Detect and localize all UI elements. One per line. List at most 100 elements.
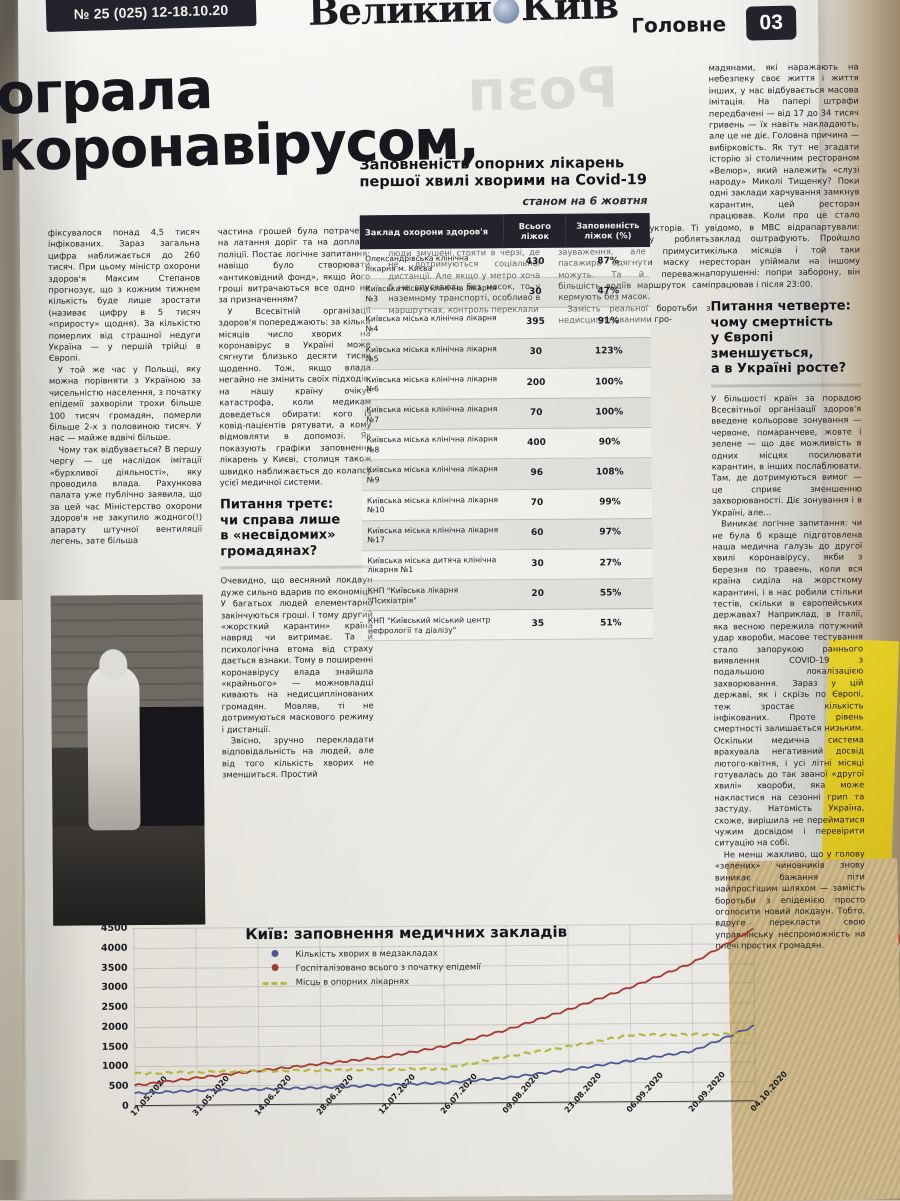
chart-plot-area: 0 500 1000 1500 2000 2500 3000 3500 4000 4500 17.0…: [101, 923, 789, 1118]
chart-series-line: [134, 1031, 755, 1076]
table-row: КНП "Київська лікарня "Психіатрія" 20 55%: [362, 578, 653, 612]
cell-facility: Київська міська клінічна лікарня №9: [361, 458, 506, 491]
paragraph: У більшості країн за порадою Всесвітньої…: [711, 392, 862, 518]
paragraph: Чому так відбувається? В першу чергу — ц…: [49, 443, 203, 546]
page-edge-strip: [0, 600, 22, 1160]
chart-series-svg: [134, 927, 755, 1095]
cell-occupancy-pct: 90%: [567, 427, 652, 459]
cell-total-beds: 35: [506, 609, 570, 641]
chart-y-tick-label: 1500: [101, 1041, 129, 1053]
paragraph: Очевидно, що весняний локдаун дуже сильн…: [220, 574, 374, 735]
table-row: Київська міська клінічна лікарня №8 400 90…: [361, 427, 652, 461]
chart-y-tick-label: 3500: [101, 962, 128, 974]
cell-facility: Київська міська клінічна лікарня №10: [361, 489, 507, 521]
hospital-occupancy-table: Заклад охорони здоров'я Всього ліжок Зап…: [359, 213, 654, 642]
table-row: Київська міська клінічна лікарня №3 30 47%: [360, 276, 651, 310]
cell-occupancy-pct: 100%: [566, 367, 652, 399]
table-row: Олександрівська клінічна лікарня м. Києв…: [359, 247, 651, 280]
table-row: Київська міська клінічна лікарня №17 60 97…: [362, 518, 653, 551]
cell-occupancy-pct: 108%: [567, 457, 652, 489]
globe-icon: [492, 0, 520, 24]
text-column-5: мадянами, які наражають на небезпеку сво…: [709, 61, 866, 952]
cell-facility: КНП "Київський міський центр нефрології …: [362, 609, 508, 642]
table-row: Київська міська клінічна лікарня №9 96 108…: [361, 457, 652, 491]
cell-facility: Київська міська дитяча клінічна лікарня …: [362, 549, 507, 581]
brand-word-right: Київ: [520, 0, 619, 30]
chart-series-line: [134, 1024, 755, 1095]
cell-facility: Київська міська клінічна лікарня №3: [360, 277, 505, 310]
section-label: Головне: [631, 12, 727, 38]
paragraph: У той же час у Польщі, яку можна порівня…: [48, 363, 202, 444]
paragraph: Виникає логічне запитання: чи не була б …: [712, 517, 865, 849]
cell-facility: Київська міська клінічна лікарня №7: [361, 398, 506, 430]
page-number-badge: 03: [745, 5, 797, 41]
chart-y-tick-label: 2000: [101, 1021, 129, 1033]
cell-facility: Київська міська клінічна лікарня №6: [360, 368, 506, 400]
cell-facility: Олександрівська клінічна лікарня м. Києв…: [359, 248, 505, 280]
table-row: КНП "Київський міський центр нефрології …: [362, 608, 654, 642]
subheading-question-four: Питання четверте: чому смертність у Євро…: [710, 298, 851, 377]
cell-total-beds: 30: [504, 337, 567, 369]
cell-occupancy-pct: 97%: [568, 518, 653, 550]
cell-occupancy-pct: 55%: [568, 578, 653, 610]
cell-total-beds: 30: [506, 549, 569, 580]
cell-total-beds: 70: [505, 488, 569, 520]
table-subtitle: станом на 6 жовтня: [522, 194, 648, 209]
cell-total-beds: 96: [505, 458, 568, 490]
article-photo-medic-in-ppe: [50, 594, 206, 926]
table-row: Київська міська клінічна лікарня №6 200 10…: [360, 367, 652, 400]
chart-y-tick-label: 0: [122, 1100, 129, 1112]
table-row: Київська міська клінічна лікарня №5 30 123…: [360, 337, 651, 370]
table-row: Київська міська клінічна лікарня №4 395 91…: [360, 306, 651, 340]
cell-total-beds: 400: [505, 428, 568, 459]
cell-total-beds: 30: [504, 277, 567, 309]
divider: [220, 565, 373, 570]
col-header-facility: Заклад охорони здоров'я: [359, 214, 504, 250]
cell-total-beds: 70: [505, 398, 568, 429]
table-title: Заповненість опорних лікарень першої хви…: [359, 155, 647, 191]
text-column-2: частина грошей була потрачена на латання…: [218, 225, 374, 781]
cell-facility: Київська міська клінічна лікарня №5: [360, 338, 505, 370]
chart-y-tick-label: 4000: [100, 942, 128, 954]
subheading-question-three: Питання третє: чи справа лише в «несвідо…: [219, 496, 341, 560]
cell-occupancy-pct: 123%: [566, 337, 651, 368]
cell-facility: КНП "Київська лікарня "Психіатрія": [362, 579, 507, 612]
chart-series-line: [134, 927, 754, 1087]
cell-facility: Київська міська клінічна лікарня №17: [362, 519, 507, 551]
paragraph: Звісно, зручно перекладати відповідальні…: [221, 734, 375, 780]
paragraph: частина грошей була потрачена на латання…: [217, 225, 371, 305]
cell-occupancy-pct: 27%: [568, 548, 653, 580]
paragraph: мадянами, які наражають на небезпеку сво…: [708, 61, 861, 290]
cell-occupancy-pct: 99%: [567, 488, 653, 519]
newspaper-title: Великий Київ: [307, 0, 619, 34]
chart-y-tick-label: 4500: [100, 922, 128, 934]
cell-occupancy-pct: 91%: [566, 306, 651, 338]
paragraph: фіксувалося понад 4,5 тисяч інфікованих.…: [47, 226, 201, 364]
cell-total-beds: 60: [506, 518, 569, 550]
cell-total-beds: 395: [504, 307, 567, 339]
chart-y-tick-label: 1000: [101, 1061, 129, 1073]
table-row: Київська міська дитяча клінічна лікарня …: [362, 548, 653, 581]
issue-badge: № 25 (025) 12-18.10.20: [45, 0, 257, 32]
col-header-occupancy: Заповненість ліжок (%): [565, 213, 650, 248]
brand-word-left: Великий: [307, 0, 492, 34]
cell-total-beds: 430: [503, 247, 567, 278]
divider: [711, 383, 862, 388]
cell-occupancy-pct: 100%: [567, 397, 652, 429]
paragraph: У Всесвітній організації здоров'я попере…: [218, 305, 372, 488]
cell-total-beds: 200: [504, 367, 568, 399]
cell-occupancy-pct: 87%: [565, 247, 651, 278]
cell-occupancy-pct: 47%: [566, 276, 651, 308]
col-header-total-beds: Всього ліжок: [503, 213, 566, 249]
cell-facility: Київська міська клінічна лікарня №8: [361, 428, 506, 461]
photo-dark-panel: [133, 706, 205, 840]
masthead: № 25 (025) 12-18.10.20 Великий Київ Голов…: [18, 0, 818, 56]
hospital-occupancy-table-block: Заповненість опорних лікарень першої хви…: [359, 155, 654, 642]
table-row: Київська міська клінічна лікарня №7 70 100…: [361, 397, 652, 430]
chart-y-tick-label: 500: [108, 1080, 129, 1093]
photo-floor: [52, 825, 206, 926]
cell-occupancy-pct: 51%: [568, 608, 654, 640]
photo-figure: [87, 665, 141, 831]
chart-y-tick-label: 3000: [101, 981, 128, 994]
table-row: Київська міська клінічна лікарня №10 70 99…: [361, 488, 653, 521]
